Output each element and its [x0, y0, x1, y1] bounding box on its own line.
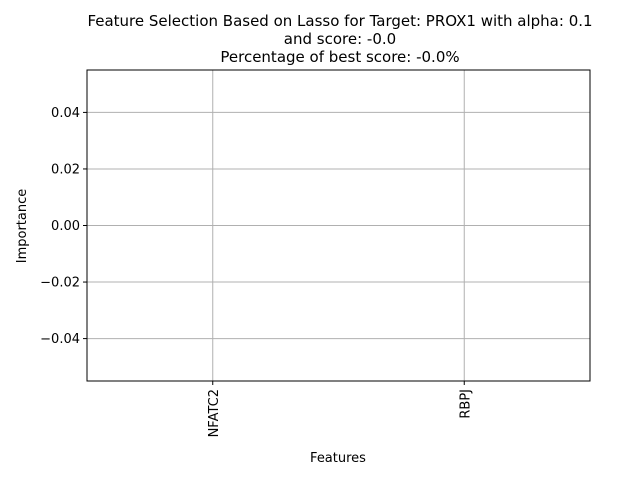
grid-layer [87, 70, 590, 381]
y-tick-label: −0.02 [40, 276, 80, 291]
y-tick-label: 0.02 [51, 162, 80, 177]
x-tick-label-rbpj: RBPJ [458, 389, 473, 419]
chart-title-line-1: Feature Selection Based on Lasso for Tar… [87, 12, 593, 30]
chart-title-line-3: Percentage of best score: -0.0% [220, 48, 460, 66]
y-tick-label: −0.04 [40, 332, 80, 347]
y-tick-label: 0.04 [51, 106, 80, 121]
y-tick-label: 0.00 [51, 219, 80, 234]
x-tick-label-nfatc2: NFATC2 [207, 389, 222, 437]
chart-title-line-2: and score: -0.0 [283, 30, 397, 48]
y-axis-label: Importance [15, 189, 30, 264]
x-axis-label: Features [310, 451, 366, 466]
ticks-layer: 0.04 0.02 0.00 −0.02 −0.04 NFATC2 RBPJ [40, 106, 473, 438]
